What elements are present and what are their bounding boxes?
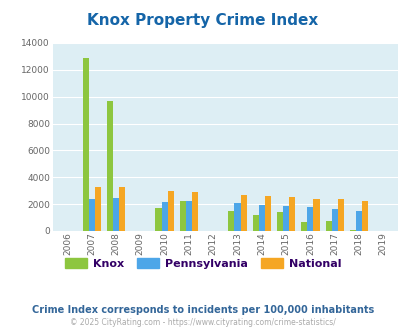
Bar: [337, 199, 343, 231]
Bar: [264, 196, 270, 231]
Bar: [301, 222, 307, 231]
Bar: [192, 192, 198, 231]
Bar: [307, 208, 313, 231]
Bar: [161, 202, 167, 231]
Text: Crime Index corresponds to incidents per 100,000 inhabitants: Crime Index corresponds to incidents per…: [32, 305, 373, 315]
Bar: [282, 206, 288, 231]
Bar: [361, 201, 367, 231]
Bar: [88, 199, 94, 231]
Bar: [252, 215, 258, 231]
Bar: [167, 191, 173, 231]
Bar: [107, 101, 113, 231]
Bar: [82, 58, 88, 231]
Bar: [331, 209, 337, 231]
Bar: [155, 208, 161, 231]
Bar: [185, 201, 192, 231]
Bar: [234, 203, 240, 231]
Bar: [94, 187, 100, 231]
Bar: [325, 221, 331, 231]
Text: © 2025 CityRating.com - https://www.cityrating.com/crime-statistics/: © 2025 CityRating.com - https://www.city…: [70, 318, 335, 327]
Bar: [276, 212, 282, 231]
Bar: [240, 195, 246, 231]
Bar: [313, 199, 319, 231]
Bar: [113, 198, 119, 231]
Bar: [119, 187, 125, 231]
Text: Knox Property Crime Index: Knox Property Crime Index: [87, 13, 318, 28]
Bar: [179, 201, 185, 231]
Bar: [228, 211, 234, 231]
Bar: [355, 211, 361, 231]
Bar: [349, 230, 355, 231]
Bar: [288, 197, 294, 231]
Legend: Knox, Pennsylvania, National: Knox, Pennsylvania, National: [60, 254, 345, 273]
Bar: [258, 205, 264, 231]
